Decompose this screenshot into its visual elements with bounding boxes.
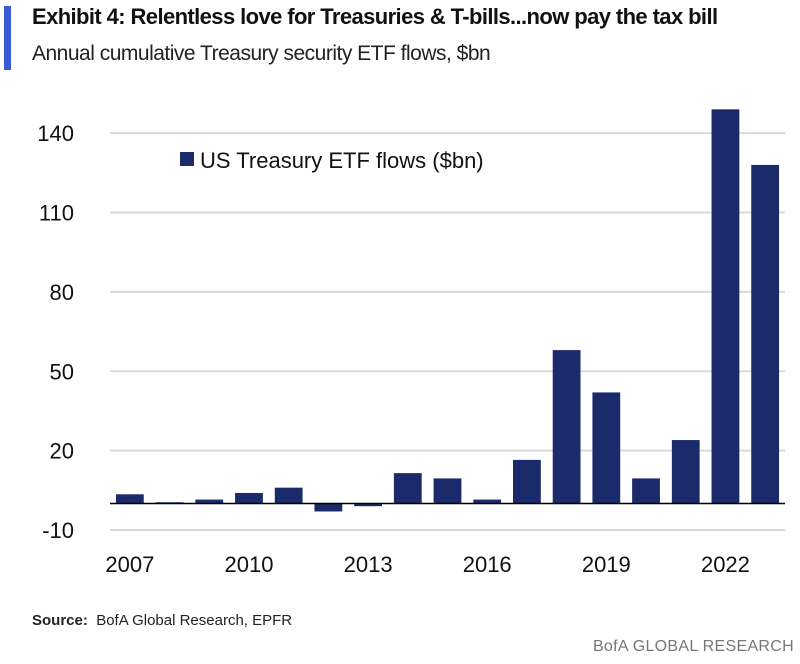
source-text: BofA Global Research, EPFR (96, 612, 293, 629)
x-tick-label: 2010 (224, 552, 273, 577)
bar-2010 (235, 492, 263, 504)
x-axis-ticks: 2007 2010 2013 2016 2019 2022 (105, 552, 750, 577)
title-accent-bar (4, 6, 11, 70)
bar-2023 (751, 164, 780, 504)
chart-title: Exhibit 4: Relentless love for Treasurie… (32, 4, 718, 29)
source-note: Source: BofA Global Research, EPFR (32, 612, 292, 629)
x-tick-label: 2013 (344, 552, 393, 577)
y-tick-label: 140 (37, 121, 74, 146)
legend-label: US Treasury ETF flows ($bn) (200, 148, 484, 173)
y-tick-label: 50 (50, 359, 74, 384)
y-tick-label: 110 (39, 201, 74, 226)
bar-2007 (115, 494, 144, 504)
legend-swatch (180, 152, 194, 166)
bar-2013 (354, 503, 382, 507)
source-label: Source: (32, 612, 88, 629)
y-tick-label: -10 (42, 518, 74, 543)
bar-2017 (513, 459, 541, 504)
bar-2012 (314, 503, 343, 512)
bar-2022 (711, 109, 740, 504)
chart-subtitle: Annual cumulative Treasury security ETF … (32, 42, 491, 65)
brand-label: BofA GLOBAL RESEARCH (592, 638, 794, 655)
legend: US Treasury ETF flows ($bn) (180, 148, 484, 173)
x-tick-label: 2019 (582, 552, 631, 577)
bar-2011 (274, 487, 303, 504)
y-axis-ticks: -10 20 50 80 110 140 (37, 121, 74, 543)
x-tick-label: 2016 (463, 552, 512, 577)
bar-2016 (473, 499, 502, 504)
bars (115, 109, 780, 512)
bar-2020 (632, 478, 660, 504)
bar-2019 (592, 392, 621, 504)
bar-2015 (433, 478, 462, 504)
x-tick-label: 2007 (105, 552, 154, 577)
bar-2009 (195, 499, 224, 504)
bar-2021 (671, 440, 700, 504)
y-tick-label: 20 (50, 439, 74, 464)
y-tick-label: 80 (50, 280, 74, 305)
bar-2014 (393, 473, 422, 504)
x-tick-label: 2022 (701, 552, 750, 577)
bar-2018 (552, 350, 581, 504)
gridlines (110, 132, 785, 531)
